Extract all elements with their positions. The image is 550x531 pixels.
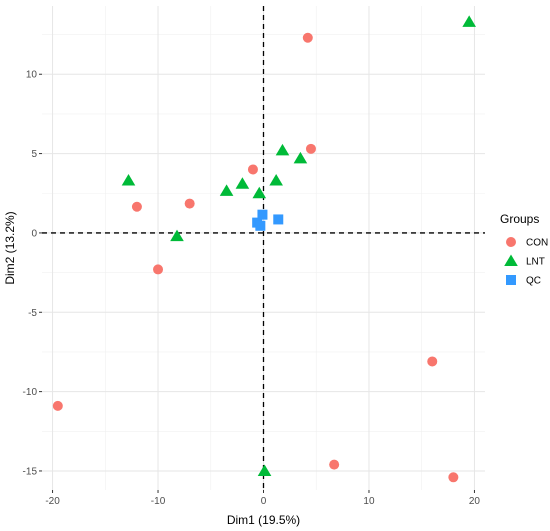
point-lnt	[252, 186, 267, 199]
y-axis-title: Dim2 (13.2%)	[3, 211, 17, 284]
point-con	[329, 459, 340, 470]
y-tick-label: -10	[23, 387, 38, 398]
point-lnt	[462, 15, 476, 27]
point-lnt	[293, 151, 308, 164]
point-con	[52, 400, 63, 411]
point-lnt	[257, 464, 272, 476]
x-tick-label: -20	[45, 496, 60, 507]
point-lnt	[235, 177, 250, 189]
x-tick-label: 0	[261, 496, 267, 507]
legend-label-con: CON	[526, 238, 548, 249]
point-con	[153, 264, 164, 275]
y-tick-label: 5	[31, 149, 37, 160]
point-con	[302, 32, 313, 43]
x-axis-title: Dim1 (19.5%)	[227, 513, 300, 527]
legend-key-qc	[506, 275, 516, 285]
point-con	[131, 201, 142, 212]
legend-key-lnt	[504, 254, 518, 266]
legend-key-con	[506, 237, 516, 247]
point-con	[305, 143, 316, 154]
y-tick-label: -5	[28, 308, 37, 319]
point-lnt	[269, 174, 283, 186]
point-con	[427, 356, 438, 367]
y-tick-label: -15	[23, 466, 38, 477]
axis-ticks: -20 -10 0 10 20 -15 -10 -5 0 5 10	[23, 70, 481, 507]
x-tick-label: 20	[469, 496, 481, 507]
point-qc	[273, 214, 284, 225]
y-tick-label: 0	[31, 228, 37, 239]
legend-label-qc: QC	[526, 276, 541, 287]
x-tick-label: 10	[363, 496, 375, 507]
point-lnt	[170, 229, 184, 242]
point-con	[247, 164, 258, 175]
point-con	[184, 198, 195, 209]
point-lnt	[219, 184, 234, 196]
x-tick-label: -10	[151, 496, 166, 507]
point-con	[448, 472, 459, 483]
legend-label-lnt: LNT	[526, 257, 545, 268]
point-qc	[255, 220, 266, 231]
point-lnt	[275, 143, 290, 156]
y-tick-label: 10	[26, 70, 38, 81]
legend: Groups CON LNT QC	[500, 212, 548, 287]
data-points	[52, 15, 476, 483]
legend-title: Groups	[500, 212, 539, 226]
point-lnt	[121, 174, 136, 186]
reference-lines	[42, 6, 485, 490]
point-qc	[257, 209, 268, 220]
